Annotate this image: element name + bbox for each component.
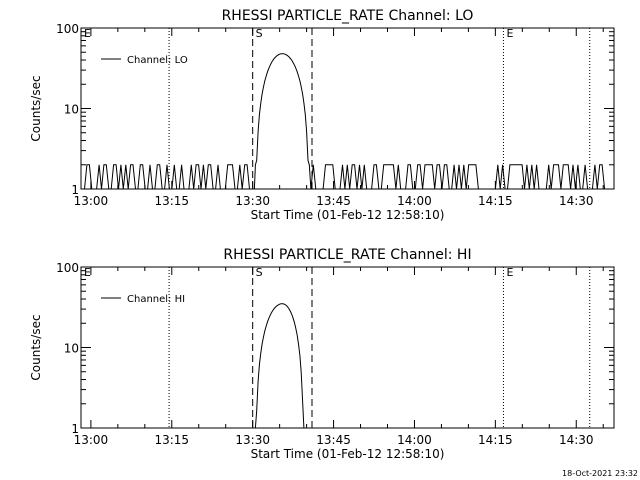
marker-label: S [256,27,263,40]
plot-frame [80,266,615,429]
x-tick-label: 14:00 [397,194,432,208]
x-tick-label: 14:15 [478,194,513,208]
marker-label: E [84,266,91,279]
x-tick-label: 13:45 [316,433,351,447]
marker-label: E [84,27,91,40]
x-tick-label: 13:15 [154,433,189,447]
chart-panel-1: RHESSI PARTICLE_RATE Channel: LO 13:00 13:… [29,8,615,222]
x-axis-label: Start Time (01-Feb-12 12:58:10) [251,208,445,222]
marker-label: E [506,27,513,40]
y-tick-label: 10 [64,103,79,117]
x-tick-label: 13:00 [74,433,109,447]
series-line [82,53,612,190]
x-tick-label: 13:45 [316,194,351,208]
y-tick-label: 1 [71,183,79,197]
y-axis-label: Counts/sec [29,75,43,141]
y-tick-label: 1 [71,422,79,436]
x-tick-label: 13:30 [235,194,270,208]
x-tick-label: 14:30 [559,194,594,208]
y-tick-label: 100 [56,261,79,275]
legend-label: Channel: HI [127,294,185,305]
marker-label: S [256,266,263,279]
x-tick-label: 13:00 [74,194,109,208]
marker-label: E [506,266,513,279]
y-tick-label: 10 [64,342,79,356]
series-line [254,303,305,429]
chart-panel-2: RHESSI PARTICLE_RATE Channel: HI 13:00 13:… [29,247,615,461]
x-tick-label: 14:30 [559,433,594,447]
x-axis-label: Start Time (01-Feb-12 12:58:10) [251,447,445,461]
footer-timestamp: 18-Oct-2021 23:32 [562,469,638,478]
x-tick-label: 13:15 [154,194,189,208]
x-tick-label: 14:00 [397,433,432,447]
legend-label: Channel: LO [127,55,188,66]
y-axis-label: Counts/sec [29,314,43,380]
x-tick-label: 14:15 [478,433,513,447]
chart-title: RHESSI PARTICLE_RATE Channel: LO [222,8,474,24]
y-tick-label: 100 [56,22,79,36]
x-tick-label: 13:30 [235,433,270,447]
chart-title: RHESSI PARTICLE_RATE Channel: HI [223,247,471,263]
